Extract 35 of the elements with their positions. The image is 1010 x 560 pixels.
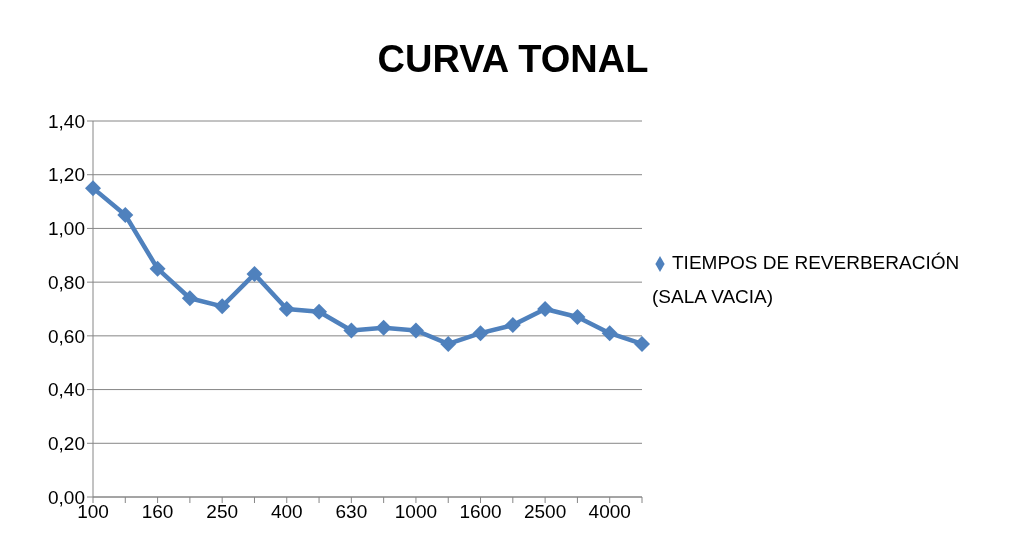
point: [472, 325, 489, 342]
y-tick-label: 1,40: [48, 110, 85, 132]
point: [407, 322, 424, 339]
point: [601, 325, 618, 342]
y-tick-label: 0,60: [48, 325, 85, 347]
point: [311, 303, 328, 320]
point: [117, 207, 134, 223]
x-tick-label: 250: [206, 501, 239, 523]
x-tick-label: 2500: [523, 501, 567, 523]
y-tick-label: 0,20: [48, 433, 85, 455]
point: [85, 180, 101, 197]
point: [149, 260, 166, 277]
x-tick-label: 1000: [394, 501, 438, 523]
y-tick-label: 1,20: [48, 164, 85, 186]
point: [634, 335, 650, 352]
legend-label: TIEMPOS DE REVERBERACIÓN (SALA VACIA): [652, 252, 960, 307]
y-tick-label: 1,00: [48, 218, 85, 240]
y-tick-label: 0,80: [48, 271, 85, 293]
point: [246, 266, 263, 283]
chart-title: CURVA TONAL: [376, 38, 650, 81]
y-tick-label: 0,40: [48, 379, 85, 401]
x-tick-label: 160: [141, 501, 174, 523]
x-tick-label: 1600: [459, 501, 502, 523]
point: [440, 335, 457, 352]
x-tick-label: 4000: [588, 501, 631, 523]
point: [181, 290, 198, 307]
point: [504, 317, 521, 334]
point: [214, 298, 231, 315]
point: [569, 309, 586, 326]
point: [375, 319, 392, 336]
x-tick-label: 400: [270, 501, 303, 523]
point: [278, 301, 295, 317]
point: [537, 301, 554, 317]
point: [343, 322, 360, 339]
x-tick-label: 630: [335, 501, 368, 523]
